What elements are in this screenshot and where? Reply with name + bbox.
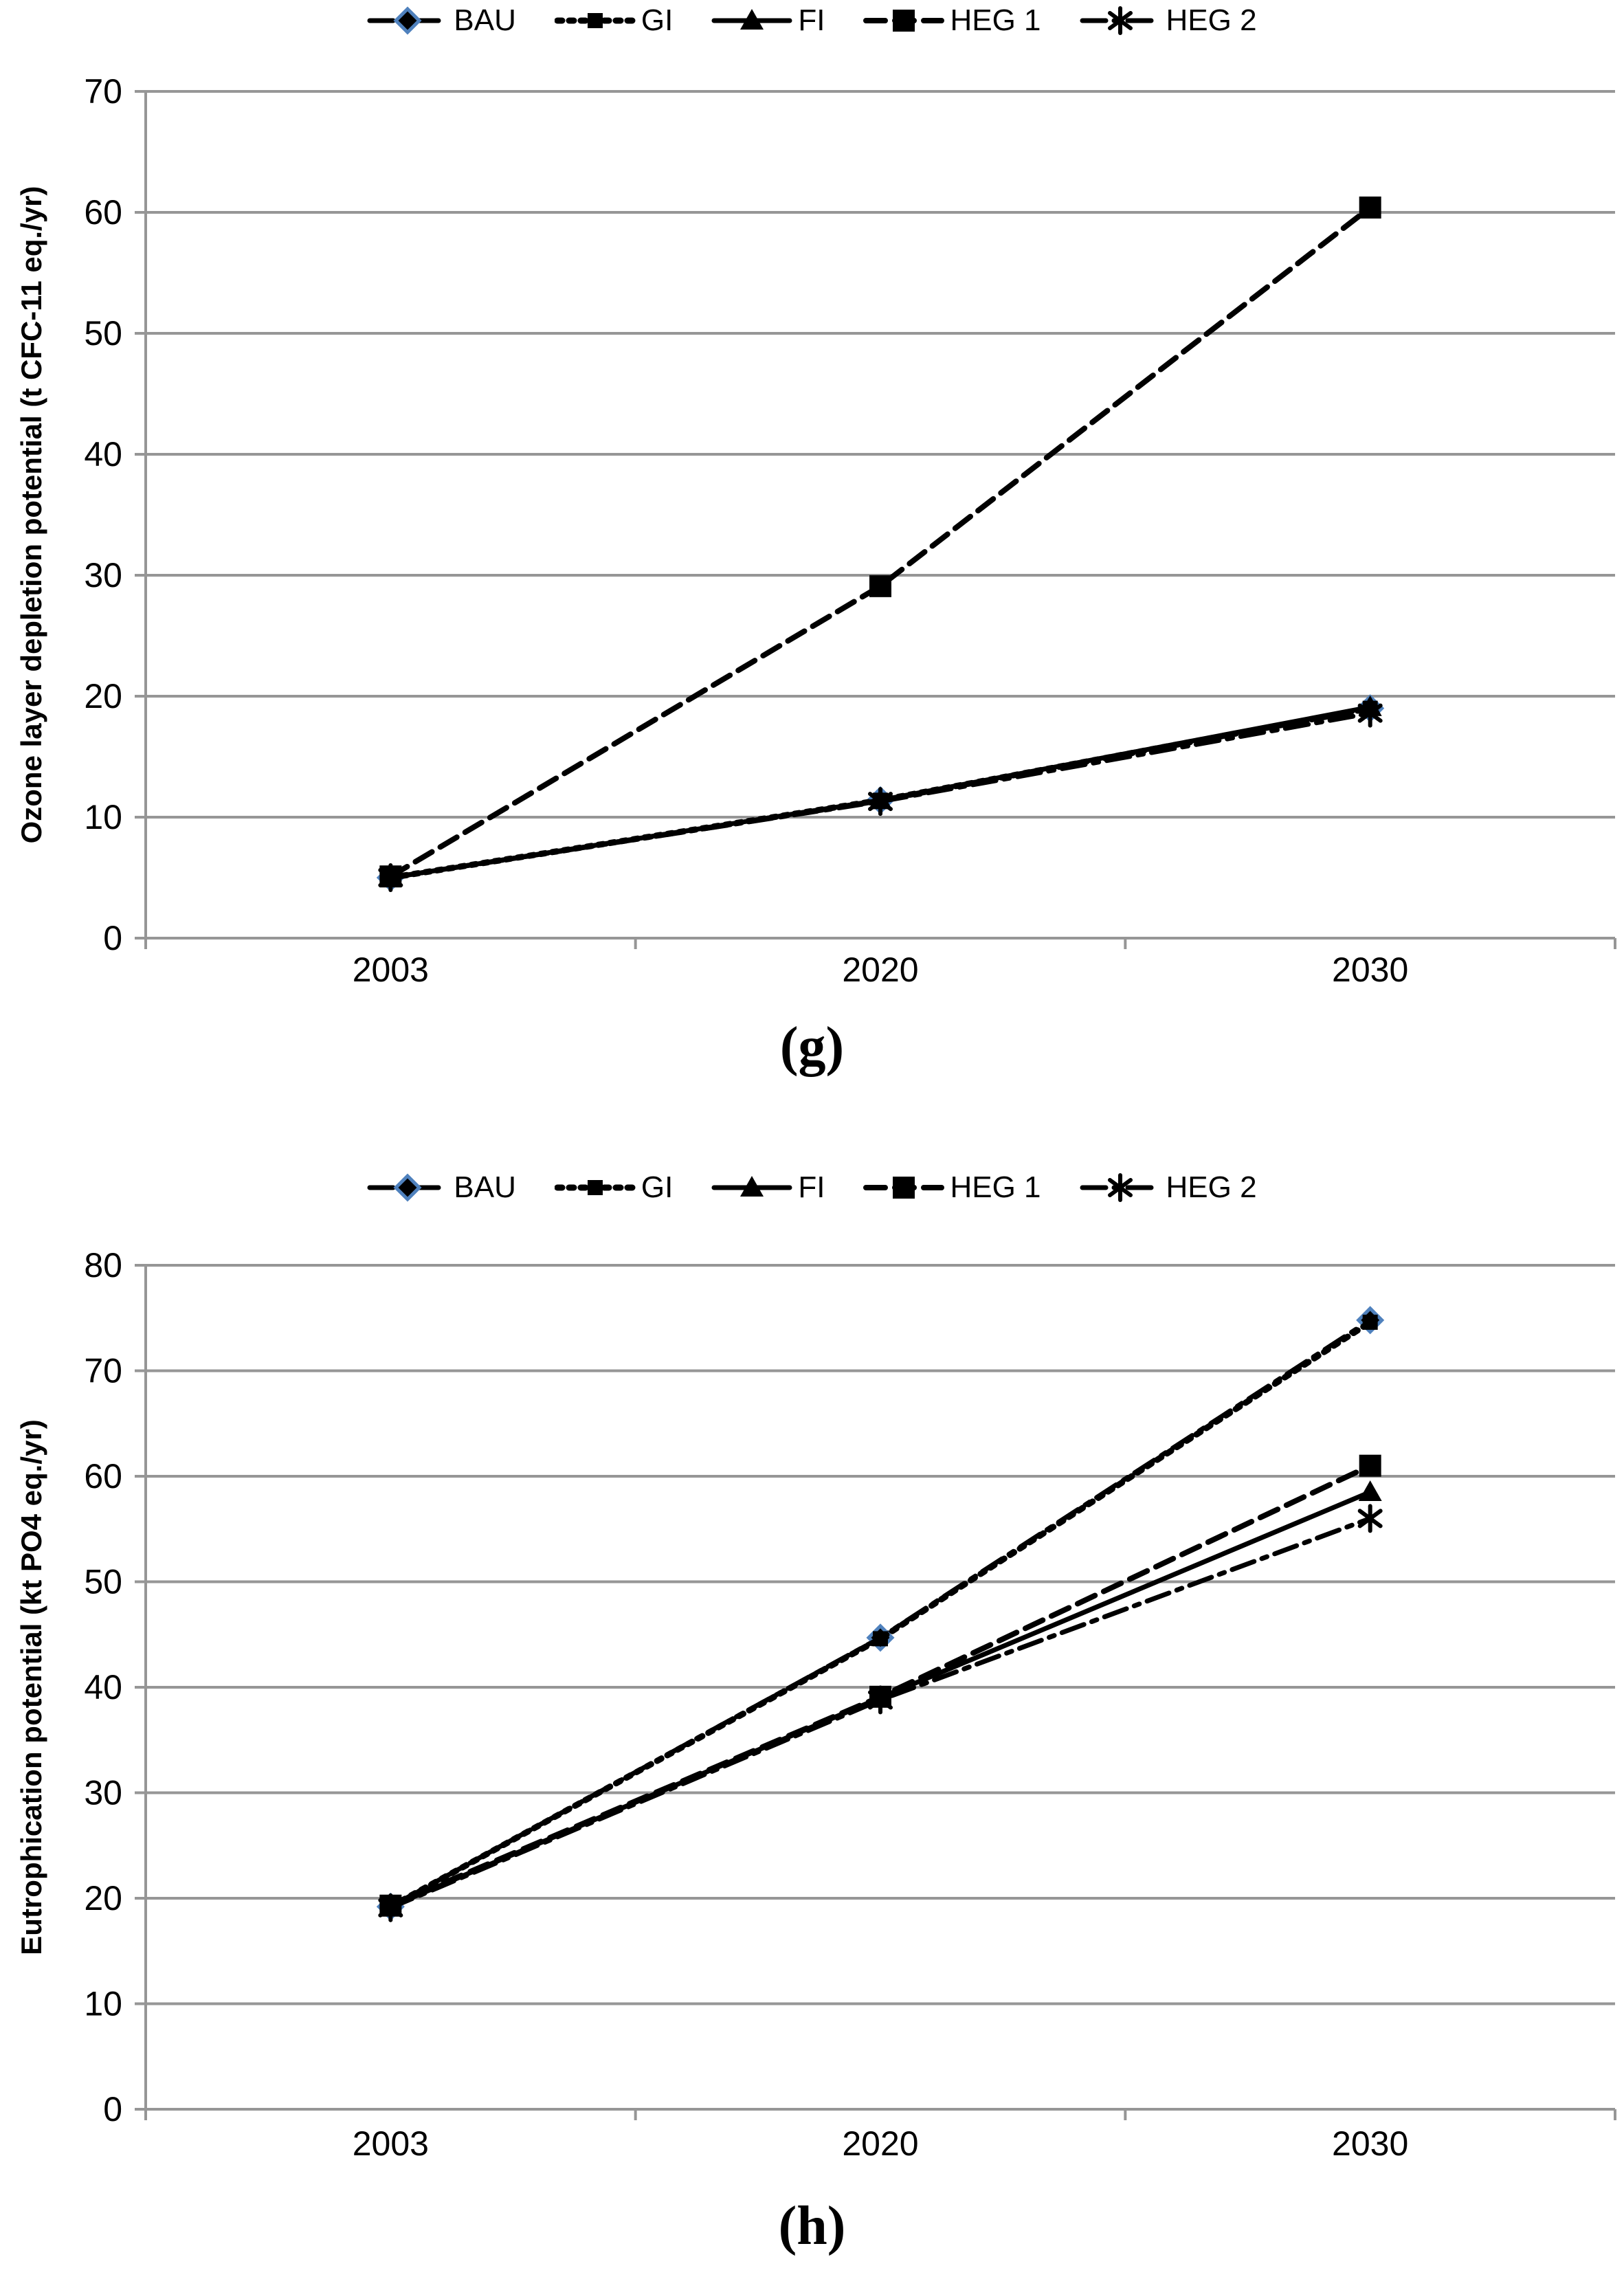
y-tick-label: 80: [84, 1246, 122, 1285]
y-tick-label: 50: [84, 314, 122, 353]
y-tick-labels: 0 10 20 30 40 50 60 70 80: [84, 1246, 122, 2128]
series-markers-gi: [383, 1314, 1378, 1915]
legend-item-gi: GI: [554, 1170, 674, 1204]
legend-label: FI: [798, 1170, 825, 1204]
series-markers-heg-2: [378, 1504, 1383, 1922]
y-tick-label: 10: [84, 1985, 122, 2023]
series-line-heg-2: [388, 711, 1373, 880]
legend-item-heg-2: HEG 2: [1080, 5, 1257, 36]
star-marker: [868, 787, 893, 816]
legend-item-fi: FI: [711, 5, 825, 36]
series-line-bau: [388, 1318, 1373, 1909]
legend-item-gi: GI: [554, 3, 674, 37]
y-tick-label: 70: [84, 1352, 122, 1390]
star-marker: [1357, 1504, 1383, 1533]
y-tick-label: 30: [84, 556, 122, 594]
legend-swatch-triangle-icon: [711, 1176, 792, 1197]
legend-item-heg-1: HEG 1: [863, 1172, 1041, 1203]
x-tick-label: 2030: [1332, 2124, 1408, 2163]
legend-label: HEG 2: [1166, 1170, 1257, 1204]
y-tick-label: 70: [84, 72, 122, 111]
x-tick-label: 2003: [353, 950, 429, 989]
caption-h: (h): [778, 2196, 846, 2256]
x-tick-labels: 2003 2020 2030: [353, 950, 1409, 989]
square-marker: [869, 575, 891, 597]
triangle-marker: [740, 1176, 764, 1197]
legend-item-bau: BAU: [367, 3, 516, 37]
square-marker: [893, 10, 915, 32]
legend-swatch-square-small-icon: [554, 13, 636, 28]
legend-item-heg-2: HEG 2: [1080, 1172, 1257, 1203]
legend-swatch-star-icon: [1080, 6, 1161, 35]
star-marker: [1107, 6, 1133, 35]
y-tick-label: 60: [84, 1457, 122, 1496]
y-tick-label: 50: [84, 1563, 122, 1601]
legend-label: GI: [641, 1170, 674, 1204]
y-tick-label: 0: [103, 919, 122, 957]
y-tick-label: 40: [84, 435, 122, 474]
legend-swatch-square-small-icon: [554, 1180, 636, 1195]
legend-chart-g: BAU GI FI HEG 1 HEG 2: [0, 1, 1624, 40]
legend-label: FI: [798, 3, 825, 37]
series-markers-heg-1: [379, 196, 1381, 888]
legend-item-heg-1: HEG 1: [863, 5, 1041, 36]
triangle-marker: [1358, 1480, 1382, 1502]
gridlines: [135, 90, 1615, 940]
y-tick-labels: 0 10 20 30 40 50 60 70: [84, 72, 122, 957]
legend-item-fi: FI: [711, 1172, 825, 1203]
x-tick-label: 2003: [353, 2124, 429, 2163]
diamond-marker: [393, 1173, 422, 1202]
legend-item-bau: BAU: [367, 1170, 516, 1204]
legend-swatch-diamond-icon: [367, 6, 448, 35]
x-tick-labels: 2003 2020 2030: [353, 2124, 1409, 2163]
star-marker: [1357, 698, 1383, 728]
series-markers-heg-2: [378, 698, 1383, 892]
small-square-marker: [587, 13, 603, 28]
y-tick-label: 40: [84, 1668, 122, 1707]
x-axis-ticks: [144, 938, 1616, 949]
series-line-heg-1: [388, 204, 1373, 880]
y-tick-label: 60: [84, 193, 122, 232]
y-tick-label: 20: [84, 1879, 122, 1917]
legend-label: HEG 1: [950, 1170, 1041, 1204]
x-tick-label: 2020: [842, 950, 918, 989]
series-line-gi: [387, 1319, 1374, 1910]
y-tick-label: 30: [84, 1774, 122, 1812]
x-tick-label: 2030: [1332, 950, 1408, 989]
x-axis-ticks: [144, 2109, 1616, 2120]
star-marker: [378, 863, 403, 892]
star-marker: [868, 1685, 893, 1715]
y-tick-label: 20: [84, 677, 122, 715]
small-square-marker: [1362, 1314, 1378, 1330]
legend-label: GI: [641, 3, 674, 37]
y-tick-label: 0: [103, 2090, 122, 2128]
legend-chart-h: BAU GI FI HEG 1 HEG 2: [0, 1168, 1624, 1207]
y-tick-label: 10: [84, 798, 122, 836]
legend-swatch-diamond-icon: [367, 1173, 448, 1202]
legend-label: HEG 2: [1166, 3, 1257, 37]
legend-label: BAU: [454, 1170, 516, 1204]
triangle-marker: [740, 9, 764, 30]
caption-g: (g): [779, 1016, 845, 1077]
legend-swatch-square-icon: [863, 1177, 945, 1199]
x-tick-label: 2020: [842, 2124, 918, 2163]
legend-swatch-triangle-icon: [711, 9, 792, 30]
legend-label: BAU: [454, 3, 516, 37]
square-marker: [893, 1177, 915, 1199]
square-marker: [1359, 1454, 1381, 1477]
small-square-marker: [873, 1631, 888, 1647]
small-square-marker: [587, 1180, 603, 1195]
legend-label: HEG 1: [950, 3, 1041, 37]
star-marker: [1107, 1173, 1133, 1202]
square-marker: [1359, 196, 1381, 219]
series-markers-bau: [376, 1306, 1385, 1921]
legend-swatch-star-icon: [1080, 1173, 1161, 1202]
diamond-marker: [393, 6, 422, 35]
legend-swatch-square-icon: [863, 10, 945, 32]
star-marker: [378, 1893, 403, 1922]
